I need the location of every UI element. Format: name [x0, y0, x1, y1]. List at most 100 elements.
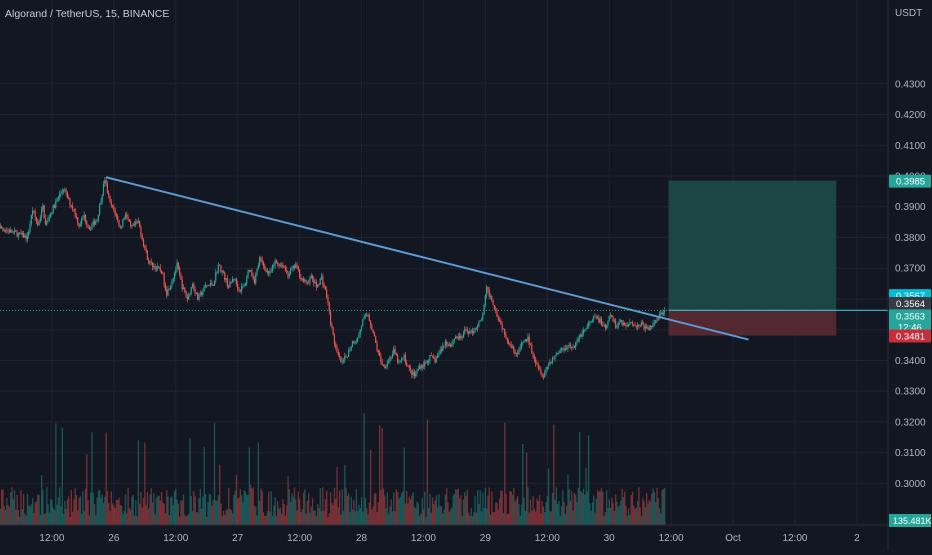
candle[interactable]	[270, 267, 272, 273]
candle[interactable]	[385, 364, 387, 370]
candle[interactable]	[30, 214, 32, 227]
candle[interactable]	[358, 331, 360, 339]
candle[interactable]	[460, 333, 462, 341]
candle[interactable]	[416, 368, 418, 377]
candle[interactable]	[291, 266, 293, 271]
candle[interactable]	[324, 285, 326, 290]
candle[interactable]	[61, 188, 63, 196]
candle[interactable]	[149, 260, 151, 266]
candle[interactable]	[155, 265, 158, 272]
candle[interactable]	[442, 342, 444, 352]
candle[interactable]	[308, 279, 310, 285]
candle[interactable]	[661, 309, 663, 317]
candle[interactable]	[491, 294, 493, 302]
candle[interactable]	[301, 278, 303, 282]
candle[interactable]	[397, 353, 399, 364]
candle[interactable]	[108, 190, 110, 199]
candle[interactable]	[431, 355, 434, 358]
candle[interactable]	[142, 237, 145, 248]
candle[interactable]	[629, 318, 631, 327]
candle[interactable]	[409, 364, 412, 374]
candle[interactable]	[114, 207, 116, 218]
candle[interactable]	[443, 345, 445, 349]
candle[interactable]	[524, 339, 526, 343]
candle[interactable]	[314, 278, 316, 284]
candle[interactable]	[304, 278, 306, 284]
candle[interactable]	[382, 364, 385, 367]
candle[interactable]	[479, 320, 481, 323]
candle[interactable]	[630, 321, 632, 324]
candle[interactable]	[504, 328, 506, 338]
candle[interactable]	[569, 342, 572, 350]
candle[interactable]	[42, 203, 44, 213]
candle[interactable]	[634, 321, 636, 326]
candle[interactable]	[79, 220, 81, 227]
candle[interactable]	[282, 261, 284, 269]
candle[interactable]	[90, 226, 92, 231]
candle[interactable]	[43, 204, 45, 219]
candle[interactable]	[171, 279, 173, 289]
candle[interactable]	[371, 323, 373, 331]
candle[interactable]	[208, 284, 210, 286]
candle[interactable]	[638, 324, 640, 329]
candle[interactable]	[238, 287, 240, 293]
candle[interactable]	[296, 262, 298, 270]
candle[interactable]	[6, 227, 8, 233]
candle[interactable]	[266, 268, 268, 276]
candle[interactable]	[317, 284, 319, 288]
candle[interactable]	[203, 284, 205, 292]
candle[interactable]	[336, 344, 338, 353]
candle[interactable]	[488, 286, 490, 300]
candle[interactable]	[80, 216, 83, 228]
candle[interactable]	[306, 280, 308, 285]
candle[interactable]	[355, 338, 357, 345]
candle[interactable]	[115, 212, 118, 220]
candle[interactable]	[83, 211, 85, 222]
candle[interactable]	[209, 279, 212, 288]
candle[interactable]	[453, 338, 455, 344]
candle[interactable]	[346, 356, 348, 359]
candle[interactable]	[646, 323, 648, 329]
candle[interactable]	[95, 219, 97, 225]
candle[interactable]	[640, 320, 643, 327]
candle[interactable]	[53, 203, 56, 209]
candle[interactable]	[649, 325, 652, 331]
candle[interactable]	[283, 265, 285, 268]
candle[interactable]	[625, 322, 627, 330]
candle[interactable]	[380, 352, 382, 365]
candle[interactable]	[71, 202, 74, 212]
candle[interactable]	[41, 206, 43, 221]
candle[interactable]	[381, 358, 383, 366]
candle[interactable]	[335, 341, 337, 350]
candle[interactable]	[92, 218, 94, 228]
candle[interactable]	[82, 215, 84, 221]
candle[interactable]	[265, 267, 267, 273]
candle[interactable]	[327, 294, 329, 306]
candle[interactable]	[96, 218, 98, 222]
candle[interactable]	[519, 344, 521, 352]
candle[interactable]	[484, 294, 486, 307]
candle[interactable]	[269, 268, 271, 277]
candle[interactable]	[118, 219, 120, 228]
candle[interactable]	[289, 267, 292, 276]
candle[interactable]	[240, 283, 243, 295]
candle[interactable]	[50, 212, 52, 219]
candle[interactable]	[547, 362, 550, 370]
candle[interactable]	[101, 194, 103, 205]
candle[interactable]	[621, 319, 623, 327]
candle[interactable]	[69, 197, 71, 209]
candle[interactable]	[464, 325, 466, 336]
candle[interactable]	[200, 291, 203, 297]
candle[interactable]	[433, 353, 435, 360]
candle[interactable]	[287, 270, 289, 280]
candle[interactable]	[86, 219, 88, 228]
candle[interactable]	[656, 317, 658, 324]
candle[interactable]	[598, 314, 600, 324]
candle[interactable]	[78, 222, 80, 229]
candle[interactable]	[197, 291, 199, 301]
candle[interactable]	[65, 187, 67, 196]
candle[interactable]	[213, 280, 216, 287]
candle[interactable]	[243, 283, 245, 288]
candle[interactable]	[418, 362, 421, 370]
